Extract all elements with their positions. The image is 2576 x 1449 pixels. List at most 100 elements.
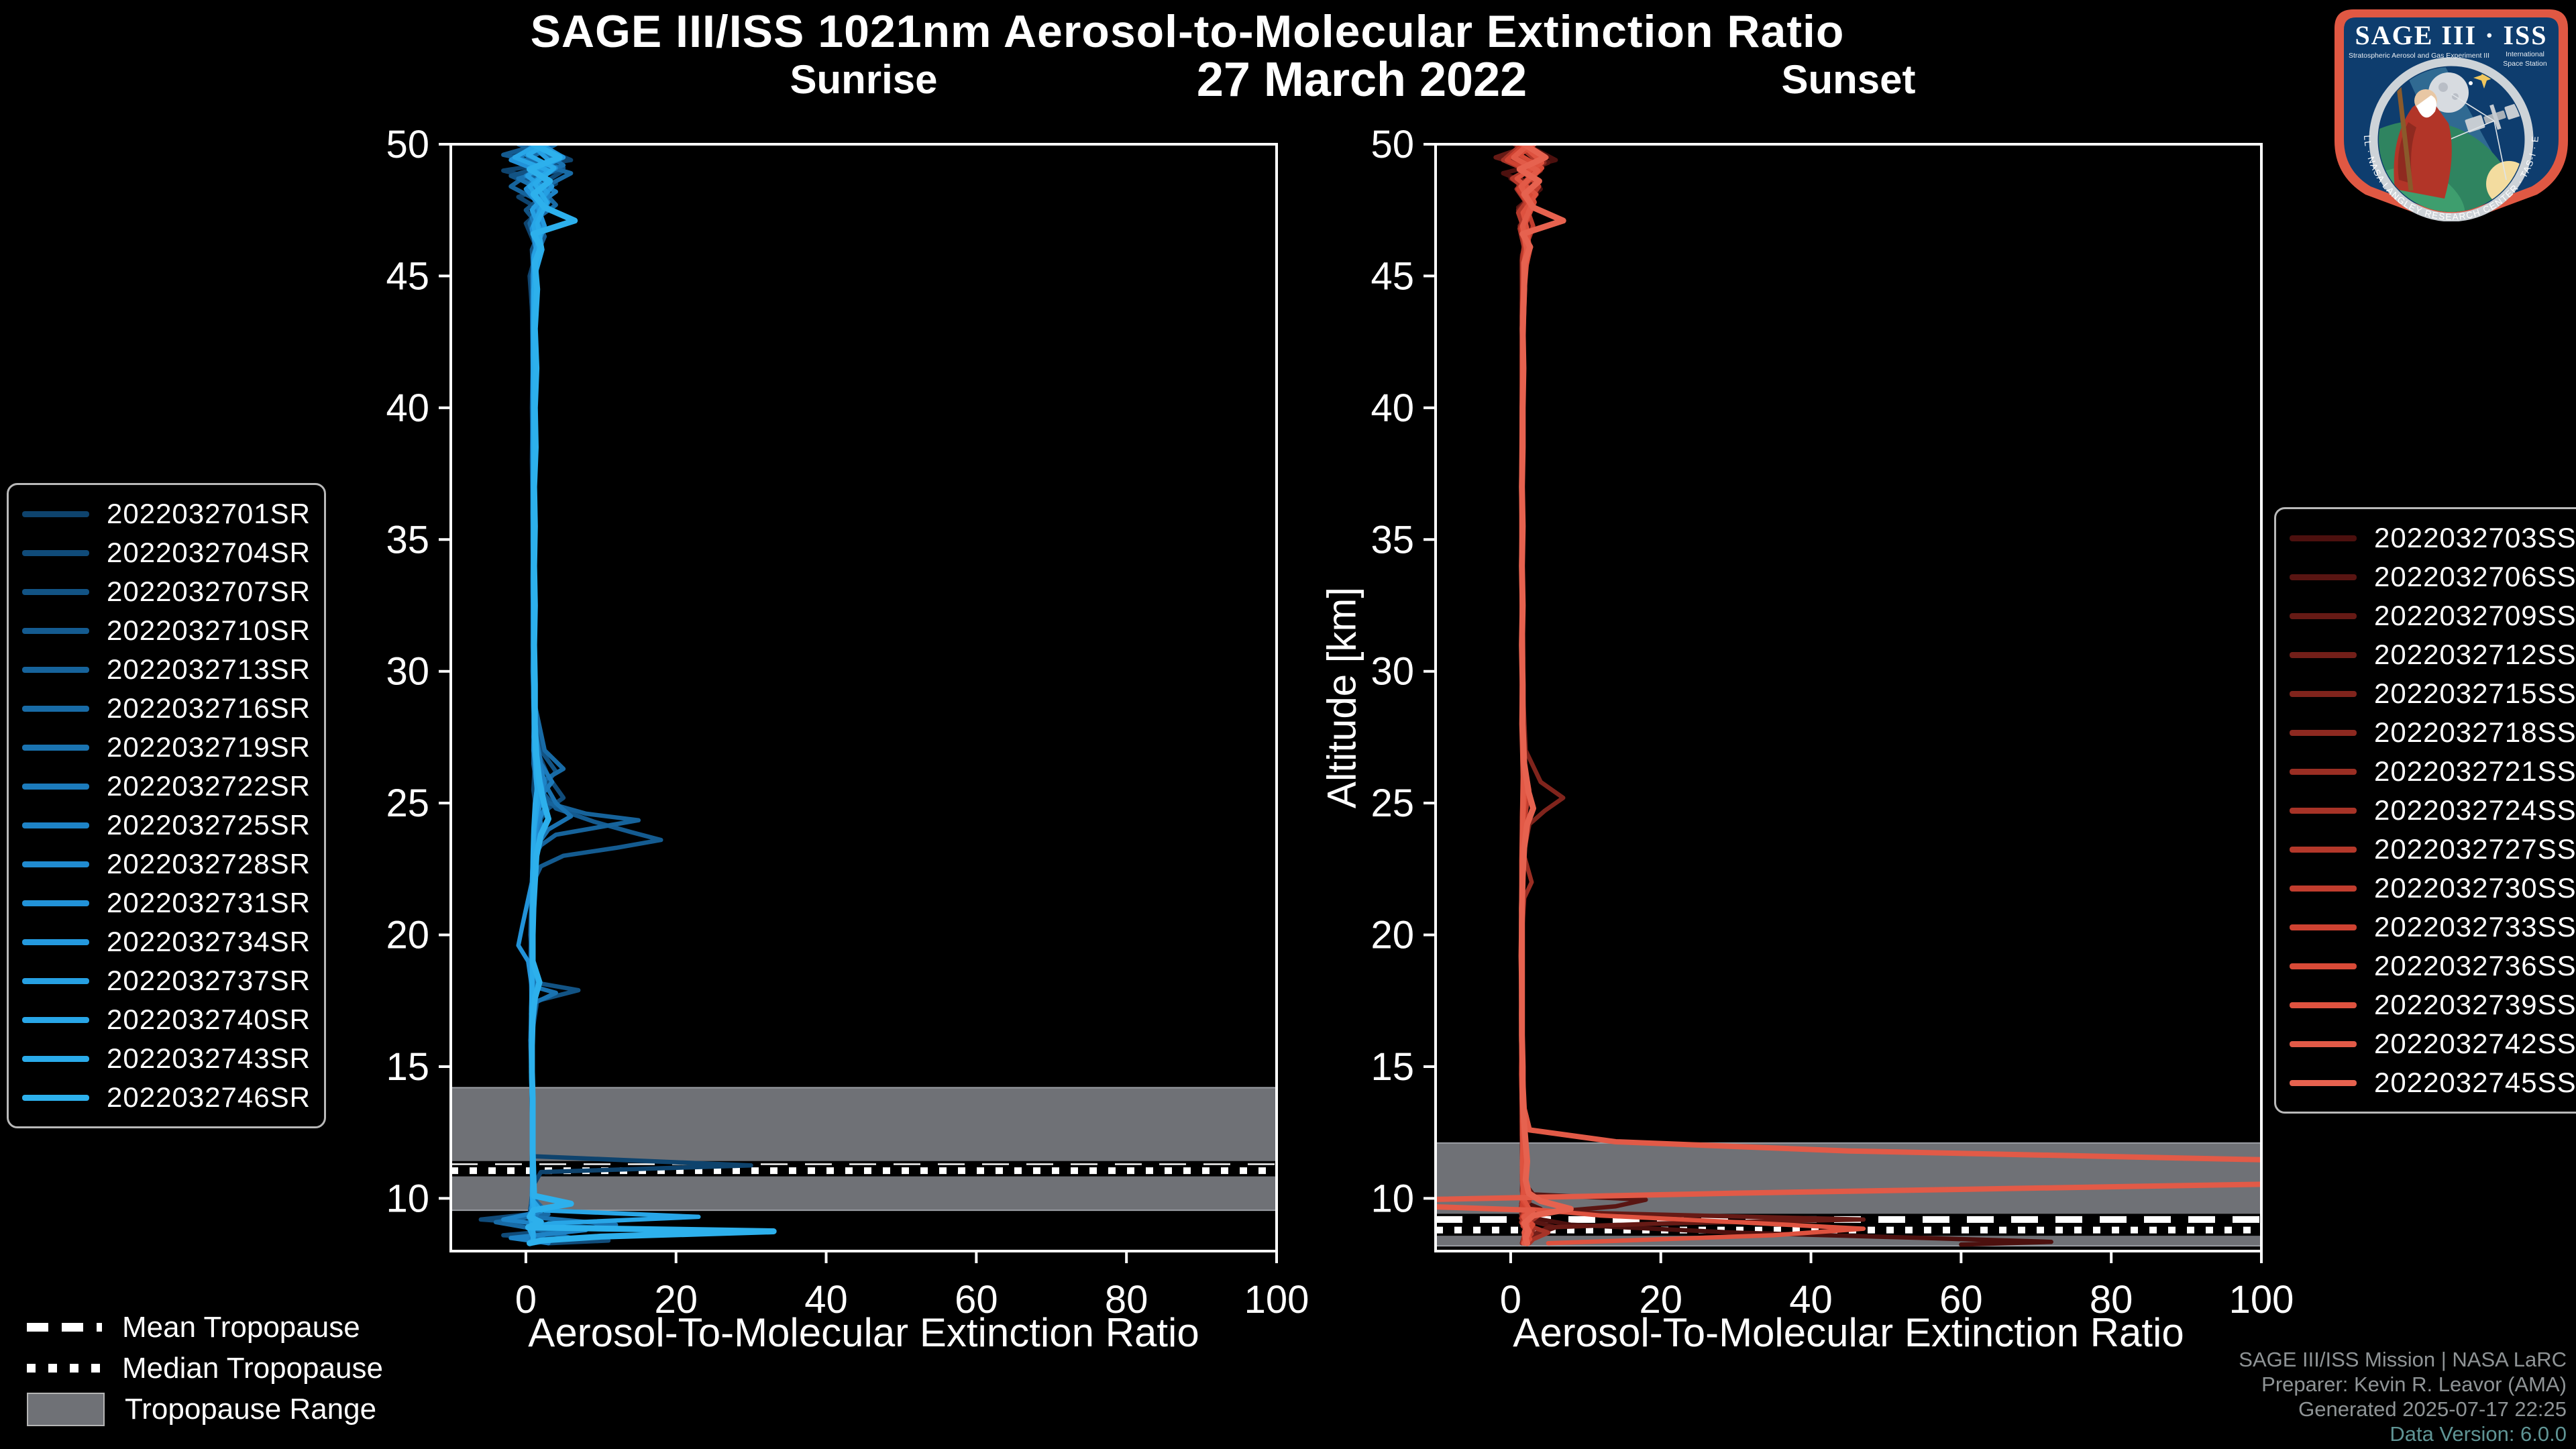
legend-label: 2022032713SR — [107, 653, 311, 685]
logo-title: SAGE III · ISS — [2355, 20, 2547, 50]
legend-label: 2022032740SR — [107, 1004, 311, 1035]
sight-line — [2493, 120, 2507, 180]
legend-line-swatch — [22, 783, 89, 790]
legend-line-swatch — [22, 1094, 89, 1101]
sage-iii-iss-logo: SAGE III · ISS Stratospheric Aerosol and… — [2333, 8, 2568, 221]
logo-subtitle-left: Stratospheric Aerosol and Gas Experiment… — [2349, 52, 2489, 60]
logo-subtitle-right2: Space Station — [2503, 60, 2547, 68]
legend-item: 2022032743SR — [22, 1039, 311, 1078]
panel-title-sunset: Sunset — [1781, 57, 1916, 102]
legend-label: 2022032724SS — [2374, 794, 2576, 826]
y-tick-label: 10 — [386, 1177, 429, 1220]
footer-generated: Generated 2025-07-17 22:25 — [2298, 1397, 2567, 1421]
y-tick-label: 15 — [1371, 1045, 1414, 1089]
x-tick-label: 80 — [2090, 1278, 2133, 1322]
profile-line-2022032706SS — [1508, 144, 1648, 1244]
legend-item: 2022032728SR — [22, 845, 311, 883]
legend-label: 2022032719SR — [107, 731, 311, 763]
legend-label: 2022032709SS — [2374, 600, 2576, 631]
x-tick-label: 20 — [654, 1278, 698, 1322]
dashed-line-swatch — [27, 1323, 102, 1332]
legend-line-swatch — [2290, 612, 2357, 619]
legend-line-swatch — [2290, 651, 2357, 658]
legend-item: 2022032719SR — [22, 728, 311, 767]
legend-line-swatch — [22, 977, 89, 984]
legend-item-median-tropopause: Median Tropopause — [27, 1348, 383, 1389]
legend-label: 2022032746SR — [107, 1081, 311, 1113]
legend-label: 2022032718SS — [2374, 716, 2576, 748]
legend-item: 2022032716SR — [22, 689, 311, 728]
profile-line-2022032739SS — [1514, 144, 1866, 1246]
y-tick-label: 40 — [1371, 386, 1414, 430]
legend-item: 2022032739SS — [2290, 985, 2576, 1024]
footer-mission: SAGE III/ISS Mission | NASA LaRC — [2239, 1348, 2567, 1371]
legend-line-swatch — [22, 900, 89, 906]
y-tick-label: 15 — [386, 1045, 429, 1089]
star-icon — [2473, 67, 2495, 89]
legend-item-mean-tropopause: Mean Tropopause — [27, 1307, 383, 1348]
y-tick-label: 45 — [386, 254, 429, 298]
x-tick-label: 40 — [804, 1278, 848, 1322]
x-tick-label: 0 — [1500, 1278, 1521, 1322]
legend-label: 2022032712SS — [2374, 639, 2576, 670]
legend-label: 2022032737SR — [107, 965, 311, 996]
profile-line-2022032746SR — [525, 144, 777, 1246]
profile-line-2022032712SS — [1512, 144, 1543, 1246]
tropopause-range-label: Tropopause Range — [125, 1392, 377, 1426]
legend-line-swatch — [2290, 535, 2357, 541]
panel-title-sunrise: Sunrise — [790, 57, 938, 102]
legend-line-swatch — [2290, 768, 2357, 775]
legend-line-swatch — [2290, 1079, 2357, 1086]
x-tick-label: 100 — [1244, 1278, 1309, 1322]
profile-line-2022032710SR — [501, 144, 663, 1243]
legend-sunrise: 2022032701SR 2022032704SR 2022032707SR 2022… — [7, 483, 326, 1128]
legend-item-tropopause-range: Tropopause Range — [27, 1389, 383, 1430]
moon-crater — [2438, 83, 2448, 92]
legend-line-swatch — [22, 511, 89, 517]
legend-line-swatch — [22, 627, 89, 634]
legend-line-swatch — [22, 549, 89, 556]
legend-item: 2022032727SS — [2290, 830, 2576, 869]
legend-label: 2022032715SS — [2374, 678, 2576, 709]
legend-label: 2022032728SR — [107, 848, 311, 879]
legend-line-swatch — [2290, 924, 2357, 930]
x-tick-label: 0 — [515, 1278, 537, 1322]
legend-line-swatch — [2290, 807, 2357, 814]
legend-item: 2022032742SS — [2290, 1024, 2576, 1063]
legend-item: 2022032722SR — [22, 767, 311, 806]
legend-item: 2022032737SR — [22, 961, 311, 1000]
profile-line-2022032745SS — [1516, 144, 1574, 1246]
legend-item: 2022032740SR — [22, 1000, 311, 1039]
x-axis-label-sunrise: Aerosol-To-Molecular Extinction Ratio — [528, 1310, 1199, 1355]
x-tick-label: 60 — [955, 1278, 998, 1322]
legend-label: 2022032716SR — [107, 692, 311, 724]
x-tick-label: 100 — [2229, 1278, 2294, 1322]
footer-preparer: Preparer: Kevin R. Leavor (AMA) — [2261, 1373, 2567, 1396]
legend-item: 2022032715SS — [2290, 674, 2576, 713]
legend-label: 2022032731SR — [107, 887, 311, 918]
x-tick-label: 40 — [1789, 1278, 1833, 1322]
tropopause-legend: Mean Tropopause Median Tropopause Tropop… — [27, 1307, 383, 1430]
legend-item: 2022032721SS — [2290, 752, 2576, 791]
legend-item: 2022032745SS — [2290, 1063, 2576, 1102]
footer-data-version: Data Version: 6.0.0 — [2390, 1422, 2567, 1446]
legend-label: 2022032745SS — [2374, 1067, 2576, 1098]
y-tick-label: 10 — [1371, 1177, 1414, 1220]
legend-line-swatch — [2290, 885, 2357, 892]
legend-label: 2022032725SR — [107, 809, 311, 841]
legend-line-swatch — [22, 705, 89, 712]
legend-item: 2022032736SS — [2290, 947, 2576, 985]
legend-label: 2022032733SS — [2374, 911, 2576, 943]
legend-line-swatch — [2290, 963, 2357, 969]
sunset-plot: 0 20 40 60 80 100 10 15 20 25 30 35 40 45 50 — [1371, 123, 2294, 1322]
y-axis-label-sunset: Altitude [km] — [1319, 586, 1364, 809]
legend-label: 2022032736SS — [2374, 950, 2576, 981]
logo-subtitle-right1: International — [2506, 50, 2544, 58]
legend-item: 2022032733SS — [2290, 908, 2576, 947]
legend-line-swatch — [22, 666, 89, 673]
legend-line-swatch — [22, 1055, 89, 1062]
figure-date: 27 March 2022 — [1196, 53, 1527, 107]
range-patch-swatch — [27, 1392, 105, 1426]
x-tick-label: 60 — [1939, 1278, 1983, 1322]
mean-tropopause-label: Mean Tropopause — [122, 1310, 360, 1344]
